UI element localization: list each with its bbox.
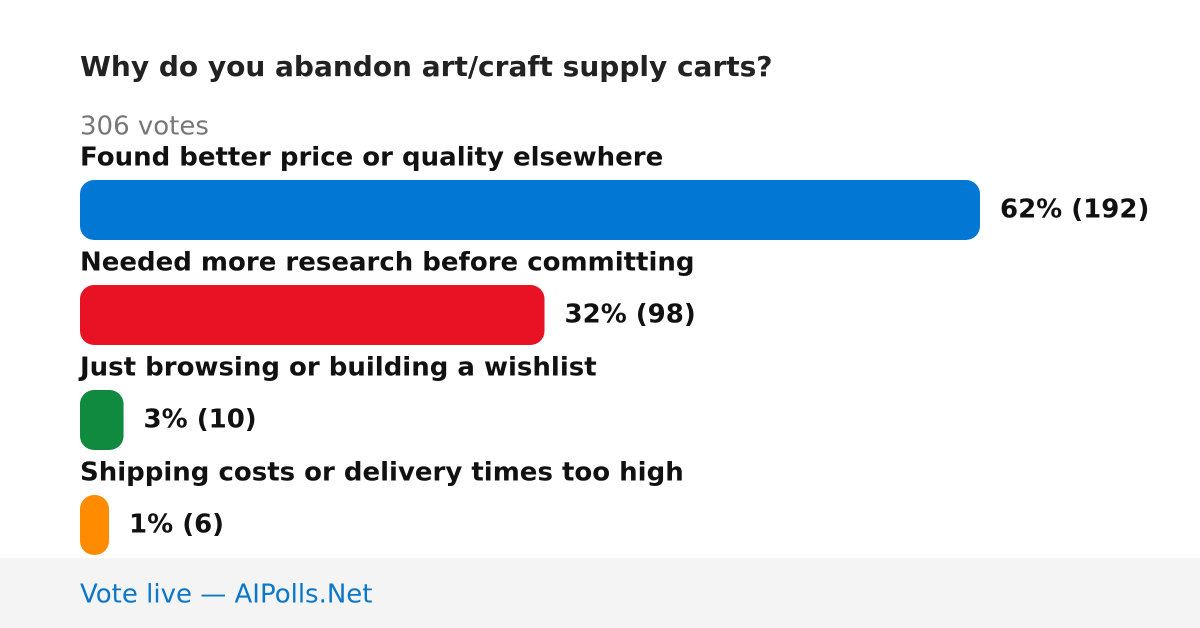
option-label: Found better price or quality elsewhere [80,143,663,173]
chart-title: Why do you abandon art/craft supply cart… [80,50,773,83]
option-label: Just browsing or building a wishlist [78,353,597,383]
value-label: 3% (10) [144,405,257,435]
value-label: 62% (192) [1000,195,1149,225]
bar [80,495,109,555]
value-label: 1% (6) [129,510,224,540]
vote-count: 306 votes [80,112,209,142]
footer-link[interactable]: Vote live — AIPolls.Net [80,580,373,610]
bar [80,285,545,345]
value-label: 32% (98) [565,300,696,330]
option-label: Shipping costs or delivery times too hig… [80,458,684,488]
footer-bar [0,558,1200,628]
option-label: Needed more research before committing [80,248,695,278]
bar [80,180,980,240]
bar [80,390,124,450]
